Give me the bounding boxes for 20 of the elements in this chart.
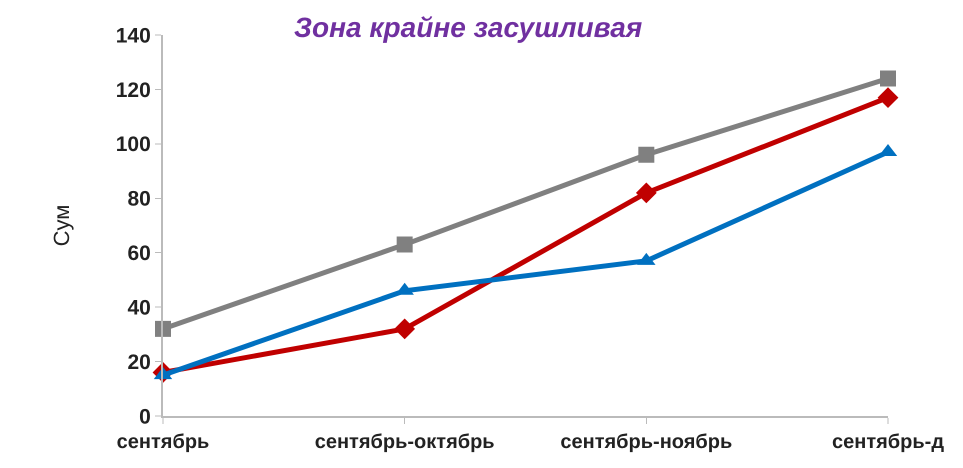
point — [880, 70, 896, 87]
point — [878, 87, 898, 108]
y-tick-label: 140 — [116, 24, 151, 48]
y-tick-label: 80 — [127, 188, 151, 211]
y-tick-label: 60 — [127, 242, 151, 266]
y-tick-label: 120 — [116, 78, 151, 102]
chart-title: Зона крайне засушливая — [294, 12, 642, 43]
y-tick-label: 40 — [127, 296, 151, 320]
y-tick-label: 0 — [139, 405, 151, 428]
point — [636, 182, 657, 204]
y-tick-label: 100 — [116, 133, 151, 156]
x-tick-label: сентябрь-ноябрь — [560, 431, 732, 453]
point — [394, 318, 416, 340]
x-tick-label: сентябрь-октябрь — [314, 431, 495, 453]
x-tick-label: сентябрь-д — [832, 431, 944, 453]
x-tick-label: сентябрь — [116, 431, 210, 453]
y-tick-label: 20 — [127, 350, 151, 374]
y-axis-title: Сум — [49, 204, 74, 246]
point — [396, 236, 413, 253]
point — [638, 146, 654, 163]
